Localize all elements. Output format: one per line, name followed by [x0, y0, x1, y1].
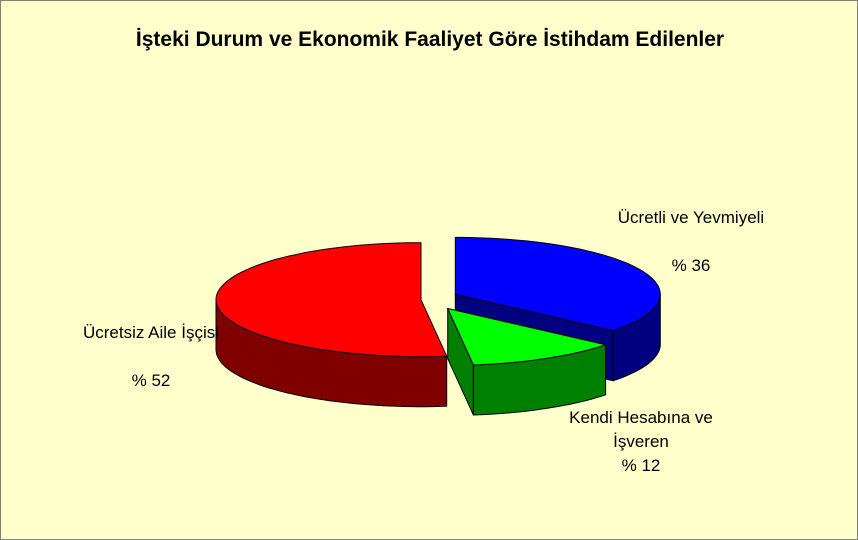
value-label: % 12	[621, 456, 661, 475]
chart-title: İşteki Durum ve Ekonomik Faaliyet Göre İ…	[135, 28, 725, 51]
slice	[446, 307, 608, 366]
slice-label: Ücretsiz Aile İşçisi	[82, 323, 220, 342]
slice	[454, 236, 661, 332]
slice-label: Kendi Hesabına ve İşveren	[569, 408, 713, 451]
value-label: % 36	[671, 256, 711, 275]
value-label: % 52	[131, 371, 171, 390]
slice-label: Ücretli ve Yevmiyeli	[617, 208, 765, 227]
slice	[215, 242, 448, 358]
